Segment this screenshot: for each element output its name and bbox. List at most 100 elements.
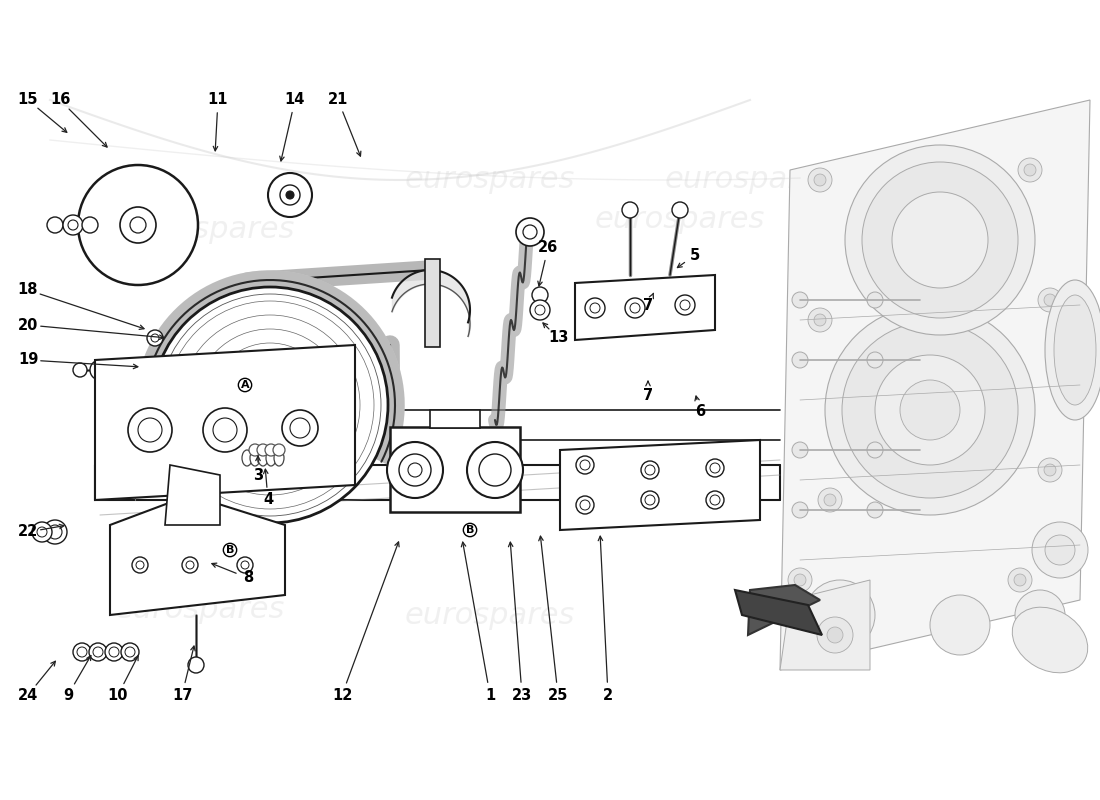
- Polygon shape: [165, 465, 220, 525]
- Text: eurospares: eurospares: [124, 215, 295, 245]
- Circle shape: [1008, 568, 1032, 592]
- Circle shape: [842, 322, 1018, 498]
- Circle shape: [1014, 574, 1026, 586]
- Ellipse shape: [1012, 607, 1088, 673]
- Circle shape: [1045, 535, 1075, 565]
- Text: 23: 23: [512, 687, 532, 702]
- Circle shape: [820, 595, 860, 635]
- Text: 4: 4: [263, 493, 273, 507]
- Text: 22: 22: [18, 525, 38, 539]
- Circle shape: [788, 568, 812, 592]
- Circle shape: [73, 363, 87, 377]
- Circle shape: [268, 173, 312, 217]
- Circle shape: [186, 561, 194, 569]
- Circle shape: [862, 162, 1018, 318]
- Polygon shape: [735, 590, 822, 635]
- Circle shape: [63, 215, 82, 235]
- Circle shape: [818, 488, 842, 512]
- Text: eurospares: eurospares: [405, 166, 575, 194]
- Circle shape: [1038, 458, 1061, 482]
- Circle shape: [238, 373, 302, 437]
- Circle shape: [208, 343, 332, 467]
- Circle shape: [532, 287, 548, 303]
- Circle shape: [792, 292, 808, 308]
- Circle shape: [48, 525, 62, 539]
- Ellipse shape: [258, 450, 268, 466]
- Circle shape: [73, 643, 91, 661]
- Circle shape: [166, 301, 374, 509]
- Circle shape: [82, 217, 98, 233]
- Circle shape: [399, 454, 431, 486]
- Circle shape: [814, 174, 826, 186]
- Circle shape: [867, 292, 883, 308]
- Circle shape: [900, 380, 960, 440]
- Circle shape: [77, 647, 87, 657]
- Circle shape: [792, 502, 808, 518]
- Circle shape: [641, 491, 659, 509]
- Text: 25: 25: [548, 687, 569, 702]
- Circle shape: [94, 647, 103, 657]
- Polygon shape: [748, 585, 820, 635]
- Circle shape: [78, 165, 198, 285]
- Text: 7: 7: [642, 387, 653, 402]
- Circle shape: [37, 527, 47, 537]
- Ellipse shape: [1054, 295, 1096, 405]
- Circle shape: [229, 418, 242, 432]
- Circle shape: [675, 295, 695, 315]
- Circle shape: [867, 502, 883, 518]
- Circle shape: [794, 574, 806, 586]
- Circle shape: [621, 202, 638, 218]
- Text: eurospares: eurospares: [405, 601, 575, 630]
- Circle shape: [408, 463, 422, 477]
- Circle shape: [535, 305, 544, 315]
- Text: 16: 16: [50, 93, 70, 107]
- Text: 18: 18: [18, 282, 38, 298]
- Circle shape: [625, 298, 645, 318]
- Polygon shape: [780, 100, 1090, 670]
- Circle shape: [1024, 164, 1036, 176]
- Circle shape: [32, 522, 52, 542]
- Text: 12: 12: [332, 687, 352, 702]
- Circle shape: [90, 360, 110, 380]
- Polygon shape: [95, 345, 355, 500]
- Circle shape: [645, 495, 654, 505]
- Text: eurospares: eurospares: [114, 595, 285, 625]
- Text: 8: 8: [243, 570, 253, 586]
- Circle shape: [125, 647, 135, 657]
- Circle shape: [204, 408, 248, 452]
- Circle shape: [827, 627, 843, 643]
- Polygon shape: [780, 580, 870, 670]
- Circle shape: [89, 643, 107, 661]
- Text: 15: 15: [18, 93, 38, 107]
- Circle shape: [104, 643, 123, 661]
- Circle shape: [160, 294, 381, 516]
- Circle shape: [814, 314, 826, 326]
- Circle shape: [580, 460, 590, 470]
- Circle shape: [298, 418, 311, 432]
- Circle shape: [576, 456, 594, 474]
- Circle shape: [138, 418, 162, 442]
- Circle shape: [194, 329, 346, 481]
- Text: 26: 26: [538, 241, 558, 255]
- Circle shape: [530, 300, 550, 320]
- Circle shape: [47, 217, 63, 233]
- Circle shape: [516, 218, 544, 246]
- Circle shape: [585, 298, 605, 318]
- Circle shape: [710, 463, 720, 473]
- Text: eurospares: eurospares: [664, 166, 835, 194]
- Circle shape: [680, 300, 690, 310]
- Circle shape: [182, 557, 198, 573]
- Circle shape: [220, 355, 320, 455]
- Circle shape: [255, 390, 285, 420]
- Circle shape: [580, 500, 590, 510]
- Polygon shape: [560, 440, 760, 530]
- Circle shape: [792, 442, 808, 458]
- Text: 19: 19: [18, 353, 38, 367]
- Circle shape: [236, 557, 253, 573]
- Ellipse shape: [250, 450, 260, 466]
- Circle shape: [874, 355, 984, 465]
- Circle shape: [43, 520, 67, 544]
- Circle shape: [130, 217, 146, 233]
- Ellipse shape: [266, 450, 276, 466]
- Circle shape: [522, 225, 537, 239]
